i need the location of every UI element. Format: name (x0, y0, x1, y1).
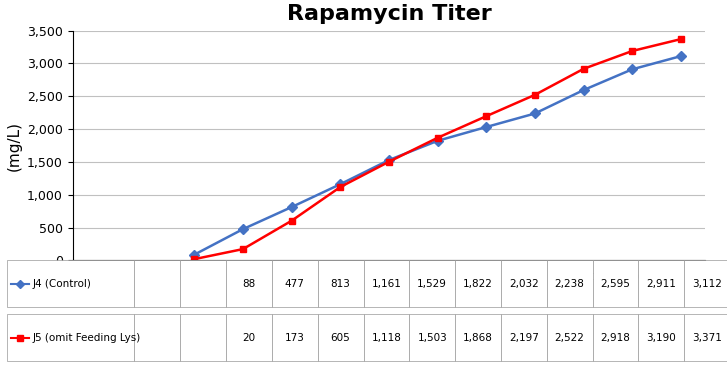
FancyBboxPatch shape (318, 260, 364, 307)
Text: 1,118: 1,118 (371, 333, 401, 343)
FancyBboxPatch shape (501, 314, 547, 361)
Text: 2,595: 2,595 (601, 279, 630, 289)
FancyBboxPatch shape (180, 260, 226, 307)
FancyBboxPatch shape (593, 314, 638, 361)
Text: J5 (omit Feeding Lys): J5 (omit Feeding Lys) (33, 333, 141, 343)
Text: 3,190: 3,190 (646, 333, 676, 343)
FancyBboxPatch shape (364, 260, 409, 307)
FancyBboxPatch shape (272, 260, 318, 307)
Text: 20: 20 (242, 333, 256, 343)
Text: 2,918: 2,918 (601, 333, 630, 343)
FancyBboxPatch shape (7, 260, 134, 307)
Title: Rapamycin Titer: Rapamycin Titer (286, 3, 491, 23)
FancyBboxPatch shape (226, 260, 272, 307)
FancyBboxPatch shape (455, 314, 501, 361)
FancyBboxPatch shape (134, 314, 180, 361)
Text: 2,032: 2,032 (509, 279, 539, 289)
FancyBboxPatch shape (134, 260, 180, 307)
FancyBboxPatch shape (684, 314, 727, 361)
Text: 477: 477 (285, 279, 305, 289)
FancyBboxPatch shape (226, 314, 272, 361)
FancyBboxPatch shape (638, 260, 684, 307)
FancyBboxPatch shape (318, 314, 364, 361)
Text: 3,371: 3,371 (692, 333, 722, 343)
FancyBboxPatch shape (7, 314, 134, 361)
Text: 1,503: 1,503 (417, 333, 447, 343)
Text: 2,911: 2,911 (646, 279, 676, 289)
FancyBboxPatch shape (455, 260, 501, 307)
Text: J4 (Control): J4 (Control) (33, 279, 92, 289)
Text: 1,822: 1,822 (463, 279, 493, 289)
Text: 2,197: 2,197 (509, 333, 539, 343)
FancyBboxPatch shape (684, 260, 727, 307)
Text: 1,161: 1,161 (371, 279, 401, 289)
FancyBboxPatch shape (547, 260, 593, 307)
Text: 2,522: 2,522 (555, 333, 585, 343)
Text: 813: 813 (331, 279, 350, 289)
Text: 2,238: 2,238 (555, 279, 585, 289)
FancyBboxPatch shape (501, 260, 547, 307)
FancyBboxPatch shape (272, 314, 318, 361)
Text: 1,868: 1,868 (463, 333, 493, 343)
Text: 173: 173 (285, 333, 305, 343)
Text: 1,529: 1,529 (417, 279, 447, 289)
Text: 88: 88 (242, 279, 256, 289)
FancyBboxPatch shape (409, 314, 455, 361)
Text: 3,112: 3,112 (692, 279, 722, 289)
FancyBboxPatch shape (593, 260, 638, 307)
Y-axis label: (mg/L): (mg/L) (7, 121, 22, 170)
FancyBboxPatch shape (638, 314, 684, 361)
FancyBboxPatch shape (547, 314, 593, 361)
FancyBboxPatch shape (409, 260, 455, 307)
FancyBboxPatch shape (364, 314, 409, 361)
FancyBboxPatch shape (180, 314, 226, 361)
Text: 605: 605 (331, 333, 350, 343)
